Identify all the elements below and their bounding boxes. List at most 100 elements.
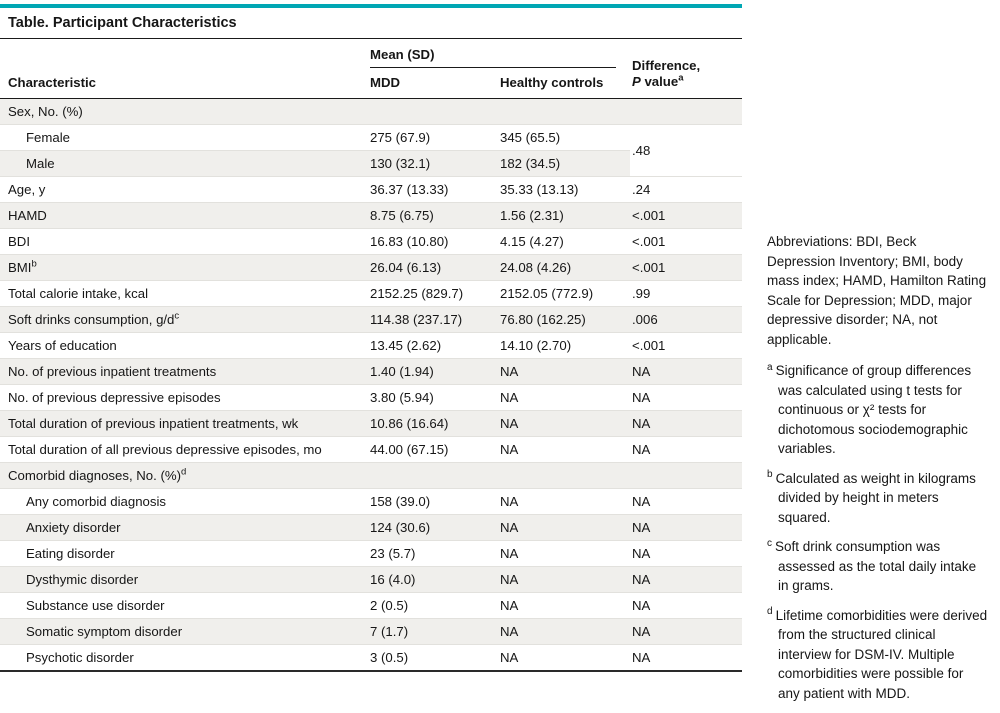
row-label: BMIb [0, 254, 368, 281]
p-value: NA [630, 644, 743, 672]
row-label-text: Total calorie intake, kcal [8, 286, 148, 301]
p-value: NA [630, 540, 743, 567]
mdd-value: 26.04 (6.13) [368, 254, 498, 281]
table-row: Total duration of all previous depressiv… [0, 436, 743, 463]
healthy-controls-value: NA [498, 358, 631, 385]
p-value: NA [630, 618, 743, 645]
row-label: Substance use disorder [0, 592, 368, 619]
footnote-a: a Significance of group differences was c… [767, 361, 988, 459]
row-label-text: Sex, No. (%) [8, 104, 83, 119]
p-value: .24 [630, 176, 743, 203]
table-row: Any comorbid diagnosis 158 (39.0) NA NA [0, 488, 743, 515]
table-row: Dysthymic disorder 16 (4.0) NA NA [0, 566, 743, 593]
healthy-controls-value: 1.56 (2.31) [498, 202, 631, 229]
row-label-text: Female [26, 130, 70, 145]
row-label-text: Substance use disorder [26, 598, 165, 613]
healthy-controls-value: 14.10 (2.70) [498, 332, 631, 359]
participant-characteristics-table: Characteristic Mean (SD) Difference, P v… [0, 39, 743, 672]
mdd-value [368, 462, 498, 489]
footnote-d-text: Lifetime comorbidities were derived from… [775, 607, 988, 701]
footnote-d-marker: d [767, 606, 773, 617]
mdd-value: 10.86 (16.64) [368, 410, 498, 437]
col-header-healthy-controls: Healthy controls [498, 68, 631, 99]
mdd-value: 1.40 (1.94) [368, 358, 498, 385]
mdd-value: 44.00 (67.15) [368, 436, 498, 463]
footnote-marker-a: a [678, 72, 684, 84]
mdd-value [368, 98, 498, 125]
table-footnotes-panel: Abbreviations: BDI, Beck Depression Inve… [742, 4, 992, 713]
healthy-controls-value: 24.08 (4.26) [498, 254, 631, 281]
healthy-controls-value: NA [498, 592, 631, 619]
table-row: Somatic symptom disorder 7 (1.7) NA NA [0, 618, 743, 645]
healthy-controls-value: 2152.05 (772.9) [498, 280, 631, 307]
row-label-text: No. of previous depressive episodes [8, 390, 221, 405]
healthy-controls-value: NA [498, 514, 631, 541]
row-label: Years of education [0, 332, 368, 359]
footnote-b-text: Calculated as weight in kilograms divide… [775, 470, 976, 525]
row-label: Female [0, 124, 368, 151]
p-value: .48 [630, 124, 743, 177]
table-row: Anxiety disorder 124 (30.6) NA NA [0, 514, 743, 541]
mdd-value: 2152.25 (829.7) [368, 280, 498, 307]
footnote-b: b Calculated as weight in kilograms divid… [767, 469, 988, 528]
row-label: Total duration of all previous depressiv… [0, 436, 368, 463]
abbreviations-note: Abbreviations: BDI, Beck Depression Inve… [767, 234, 987, 347]
table-row: Male 130 (32.1) 182 (34.5) [0, 150, 743, 177]
p-value: <.001 [630, 332, 743, 359]
mdd-value: 3.80 (5.94) [368, 384, 498, 411]
row-label: Age, y [0, 176, 368, 203]
footnote-c-text: Soft drink consumption was assessed as t… [775, 539, 977, 593]
healthy-controls-value: NA [498, 384, 631, 411]
row-label: Somatic symptom disorder [0, 618, 368, 645]
mdd-value: 36.37 (13.33) [368, 176, 498, 203]
row-label: BDI [0, 228, 368, 255]
row-label-text: Years of education [8, 338, 117, 353]
p-value [630, 462, 743, 489]
row-label: Dysthymic disorder [0, 566, 368, 593]
row-label-text: Age, y [8, 182, 46, 197]
footnote-a-text: Significance of group differences was ca… [775, 363, 972, 456]
row-label-text: BDI [8, 234, 30, 249]
mdd-value: 130 (32.1) [368, 150, 498, 177]
table-row: Female 275 (67.9) 345 (65.5) .48 [0, 124, 743, 177]
footnote-marker: c [174, 310, 180, 322]
difference-label-line1: Difference, [632, 58, 701, 73]
row-label: Sex, No. (%) [0, 98, 368, 125]
healthy-controls-value [498, 462, 631, 489]
difference-label-line2: P valuea [632, 72, 738, 90]
header-row-sub: MDD Healthy controls [0, 68, 742, 99]
p-value: <.001 [630, 254, 743, 281]
mdd-value: 2 (0.5) [368, 592, 498, 619]
p-italic: P [632, 74, 641, 89]
footnote-d: d Lifetime comorbidities were derived fro… [767, 606, 988, 704]
col-header-difference-p-value: Difference, P valuea [630, 39, 743, 99]
row-label: Anxiety disorder [0, 514, 368, 541]
footnote-c: c Soft drink consumption was assessed as … [767, 537, 988, 596]
table-row: No. of previous inpatient treatments 1.40… [0, 358, 743, 385]
row-label-text: Male [26, 156, 55, 171]
row-label: HAMD [0, 202, 368, 229]
table-row: Eating disorder 23 (5.7) NA NA [0, 540, 743, 567]
healthy-controls-value: NA [498, 566, 631, 593]
healthy-controls-value: NA [498, 410, 631, 437]
row-label: Soft drinks consumption, g/dc [0, 306, 368, 333]
table-row: Total duration of previous inpatient tre… [0, 410, 743, 437]
row-label-text: Eating disorder [26, 546, 115, 561]
row-label-text: Psychotic disorder [26, 650, 134, 665]
table-title: Table. Participant Characteristics [0, 8, 742, 39]
p-value: NA [630, 488, 743, 515]
footnote-marker: d [180, 466, 187, 478]
row-label-text: Any comorbid diagnosis [26, 494, 167, 509]
mdd-value: 124 (30.6) [368, 514, 498, 541]
mdd-value: 7 (1.7) [368, 618, 498, 645]
row-label-text: Comorbid diagnoses, No. (%) [8, 468, 181, 483]
row-label: No. of previous inpatient treatments [0, 358, 368, 385]
healthy-controls-value: NA [498, 644, 631, 672]
table-header: Characteristic Mean (SD) Difference, P v… [0, 39, 743, 99]
row-label-text: Somatic symptom disorder [26, 624, 183, 639]
mdd-value: 16.83 (10.80) [368, 228, 498, 255]
row-label: Total calorie intake, kcal [0, 280, 368, 307]
table-row: HAMD 8.75 (6.75) 1.56 (2.31) <.001 [0, 202, 743, 229]
healthy-controls-value: 4.15 (4.27) [498, 228, 631, 255]
table-row: Age, y 36.37 (13.33) 35.33 (13.13) .24 [0, 176, 743, 203]
